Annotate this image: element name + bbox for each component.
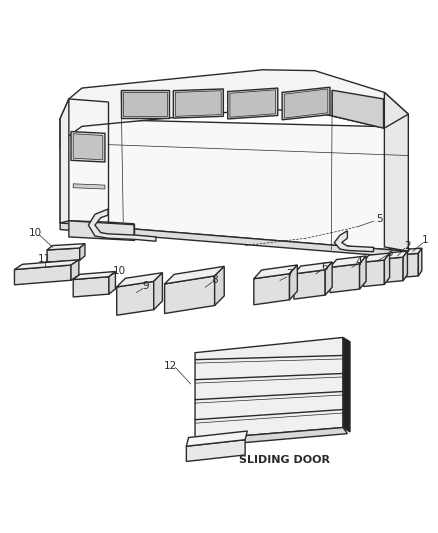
Polygon shape xyxy=(73,271,116,279)
Polygon shape xyxy=(385,92,408,128)
Text: 9: 9 xyxy=(143,281,149,290)
Polygon shape xyxy=(385,114,408,251)
Text: 10: 10 xyxy=(29,228,42,238)
Polygon shape xyxy=(109,271,116,294)
Polygon shape xyxy=(186,440,245,462)
Polygon shape xyxy=(165,266,224,284)
Polygon shape xyxy=(60,223,408,258)
Polygon shape xyxy=(282,87,330,120)
Polygon shape xyxy=(71,260,79,280)
Polygon shape xyxy=(47,248,80,262)
Text: 1: 1 xyxy=(422,236,429,245)
Polygon shape xyxy=(165,276,215,313)
Text: 10: 10 xyxy=(113,266,126,276)
Text: 2: 2 xyxy=(404,240,411,251)
Polygon shape xyxy=(290,265,297,300)
Polygon shape xyxy=(47,244,85,250)
Text: 8: 8 xyxy=(212,274,218,285)
Text: 6: 6 xyxy=(321,262,328,272)
Polygon shape xyxy=(121,90,169,118)
Text: 3: 3 xyxy=(386,247,393,257)
Polygon shape xyxy=(195,337,343,440)
Polygon shape xyxy=(334,231,374,252)
Polygon shape xyxy=(71,132,105,162)
Text: 12: 12 xyxy=(164,361,177,371)
Polygon shape xyxy=(330,264,360,293)
Polygon shape xyxy=(284,89,328,118)
Polygon shape xyxy=(176,91,221,116)
Polygon shape xyxy=(254,273,290,305)
Polygon shape xyxy=(73,184,105,189)
Text: 4: 4 xyxy=(356,257,363,267)
Polygon shape xyxy=(364,253,390,262)
Polygon shape xyxy=(80,244,85,260)
Polygon shape xyxy=(215,266,224,305)
Polygon shape xyxy=(117,273,162,287)
Polygon shape xyxy=(406,248,422,254)
Polygon shape xyxy=(60,70,408,149)
Polygon shape xyxy=(330,256,366,268)
Polygon shape xyxy=(69,221,134,240)
Polygon shape xyxy=(254,265,297,279)
Polygon shape xyxy=(230,90,276,117)
Polygon shape xyxy=(60,99,69,223)
Text: 7: 7 xyxy=(286,269,293,279)
Polygon shape xyxy=(73,277,109,297)
Polygon shape xyxy=(325,262,332,295)
Polygon shape xyxy=(418,248,422,276)
Polygon shape xyxy=(387,257,403,282)
Polygon shape xyxy=(294,262,332,274)
Polygon shape xyxy=(228,88,278,119)
Polygon shape xyxy=(14,265,71,285)
Polygon shape xyxy=(88,209,156,241)
Polygon shape xyxy=(294,270,325,299)
Polygon shape xyxy=(360,256,366,289)
Polygon shape xyxy=(343,337,350,432)
Polygon shape xyxy=(154,273,162,310)
Polygon shape xyxy=(60,118,408,251)
Polygon shape xyxy=(403,251,407,281)
Polygon shape xyxy=(186,431,247,446)
Polygon shape xyxy=(406,253,418,277)
Polygon shape xyxy=(123,92,167,116)
Text: SLIDING DOOR: SLIDING DOOR xyxy=(239,455,330,465)
Polygon shape xyxy=(387,251,407,259)
Polygon shape xyxy=(332,90,384,128)
Polygon shape xyxy=(385,253,390,285)
Polygon shape xyxy=(173,89,223,118)
Polygon shape xyxy=(117,281,154,315)
Polygon shape xyxy=(73,134,103,160)
Text: 5: 5 xyxy=(376,214,382,224)
Polygon shape xyxy=(364,260,385,287)
Polygon shape xyxy=(14,260,79,270)
Text: 11: 11 xyxy=(37,254,51,264)
Polygon shape xyxy=(195,427,347,447)
